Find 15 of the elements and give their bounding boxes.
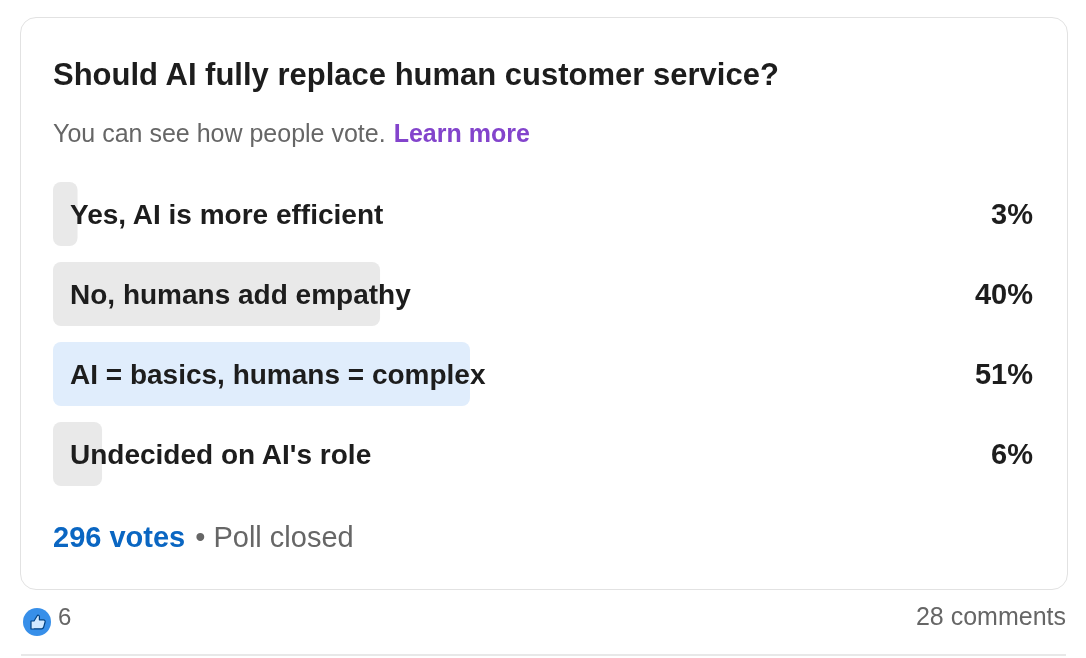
chart-subtitle: You can see how people vote. <box>53 119 386 147</box>
y-tick-label: AI = basics, humans = complex <box>70 358 486 390</box>
data-label: 6% <box>991 438 1034 470</box>
y-tick-label: Yes, AI is more efficient <box>70 198 384 230</box>
text: • Poll closed <box>195 521 354 553</box>
text: Learn more <box>393 119 530 147</box>
data-label: 3% <box>991 198 1034 230</box>
data-label: 51% <box>974 358 1034 390</box>
data-label: 40% <box>974 278 1034 310</box>
text: 28 comments <box>915 602 1066 630</box>
y-tick-label: Undecided on AI's role <box>70 438 372 470</box>
text: 6 <box>58 603 72 630</box>
chart-title: Should AI fully replace human customer service? <box>53 57 779 92</box>
y-tick-label: No, humans add empathy <box>70 278 412 310</box>
text: 296 votes <box>53 521 186 553</box>
